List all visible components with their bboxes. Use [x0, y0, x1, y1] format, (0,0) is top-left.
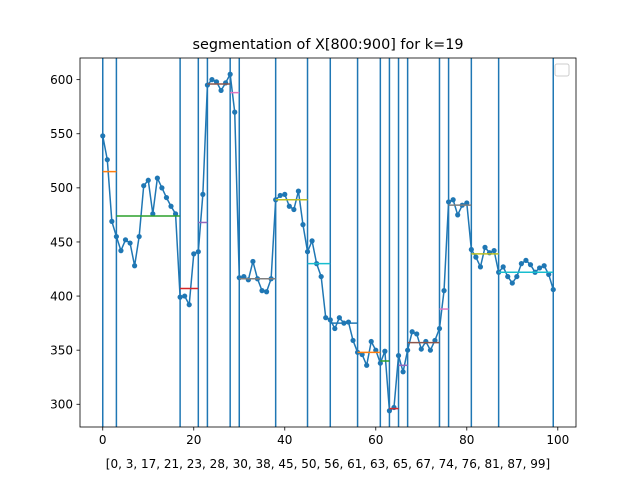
plot-layer [80, 58, 576, 427]
data-point [427, 347, 433, 353]
data-point [364, 362, 370, 368]
x-tick-label: 40 [277, 433, 292, 447]
data-point [450, 197, 456, 203]
data-point [277, 192, 283, 199]
data-point [282, 191, 288, 197]
data-point [191, 251, 197, 257]
data-point [154, 175, 160, 181]
x-axis-label: [0, 3, 17, 21, 23, 28, 30, 38, 45, 50, 5… [106, 457, 550, 471]
data-point [541, 263, 547, 269]
data-point [464, 200, 470, 206]
chart-title: segmentation of X[800:900] for k=19 [192, 37, 463, 53]
data-point [537, 265, 543, 271]
x-tick-label: 100 [546, 433, 569, 447]
y-tick-label: 550 [50, 127, 73, 141]
data-point [414, 331, 420, 337]
y-tick-label: 350 [50, 343, 73, 357]
data-point [172, 211, 179, 217]
data-point [200, 191, 206, 197]
data-point [323, 315, 329, 321]
y-tick-label: 500 [50, 181, 73, 195]
data-point [332, 325, 338, 332]
axes-frame [79, 57, 577, 428]
data-point [209, 77, 215, 83]
data-point [163, 194, 170, 201]
data-point [318, 273, 324, 280]
data-point [241, 273, 247, 280]
data-point [482, 244, 488, 250]
y-tick-label: 300 [50, 398, 73, 412]
y-tick-label: 450 [50, 235, 73, 249]
data-point [286, 203, 292, 209]
data-point [400, 369, 406, 375]
data-point [122, 237, 129, 243]
data-point [218, 87, 224, 94]
data-point [127, 240, 133, 246]
data-point [104, 157, 110, 163]
data-point [527, 262, 534, 268]
data-point [477, 264, 484, 270]
data-point [213, 79, 220, 85]
x-tick-label: 20 [186, 433, 201, 447]
data-point [150, 211, 156, 217]
data-point [259, 288, 265, 294]
data-point [295, 188, 302, 194]
data-point [159, 185, 165, 191]
data-point [505, 273, 511, 280]
data-point [514, 273, 520, 280]
data-point [250, 258, 256, 265]
data-point [491, 248, 497, 254]
data-point [350, 337, 356, 344]
data-point [523, 257, 529, 263]
data-point [168, 203, 174, 209]
data-point [109, 218, 115, 224]
data-point [186, 302, 192, 308]
data-point [263, 289, 270, 295]
data-point [432, 337, 438, 344]
data-point [500, 264, 506, 270]
data-point [359, 351, 365, 358]
data-point [382, 348, 388, 354]
data-point [509, 280, 515, 286]
data-point [141, 183, 147, 189]
data-point [182, 293, 188, 299]
data-point [336, 315, 342, 321]
data-point [441, 288, 447, 294]
data-point [418, 346, 424, 352]
y-tick-label: 400 [50, 289, 73, 303]
data-point [409, 329, 415, 335]
axes-layer: 0 20 40 60 80 100 300 350 400 450 500 550 600 [50, 57, 577, 447]
data-point [309, 238, 315, 244]
data-point [136, 233, 142, 240]
data-point [232, 109, 238, 115]
data-point [546, 271, 552, 278]
data-point [118, 248, 124, 254]
x-tick-label: 80 [459, 433, 474, 447]
data-point [473, 254, 479, 260]
plot-area [80, 58, 576, 427]
data-point [300, 222, 306, 228]
data-point [373, 347, 379, 353]
legend-box [554, 63, 570, 77]
data-point [518, 261, 524, 267]
data-point [455, 212, 461, 218]
x-tick-label: 60 [368, 433, 383, 447]
data-point [368, 338, 374, 345]
data-point [145, 177, 151, 183]
data-point [132, 263, 138, 269]
x-tick-label: 0 [99, 433, 107, 447]
data-point [291, 206, 297, 213]
y-tick-label: 600 [50, 73, 73, 87]
